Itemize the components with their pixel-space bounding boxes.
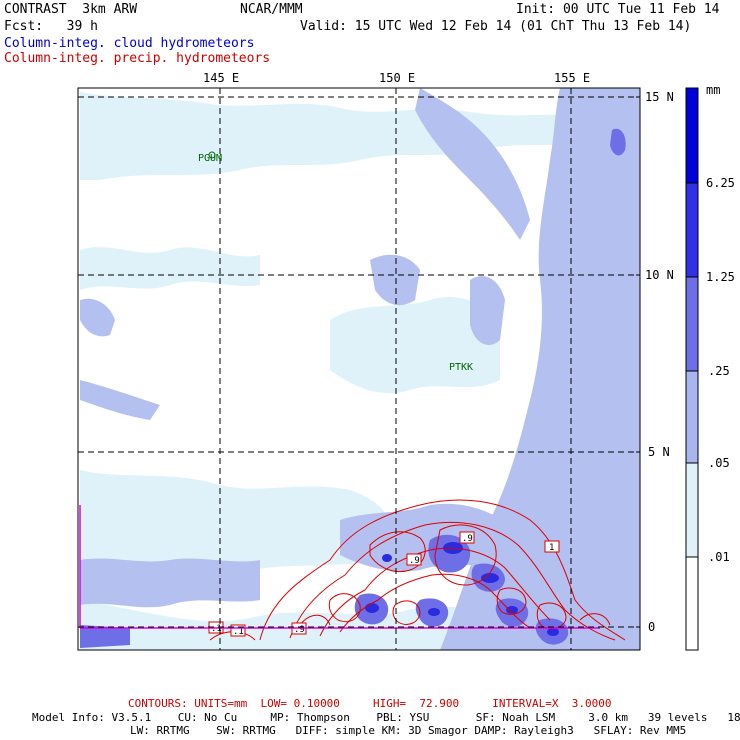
contour-label: .9 xyxy=(462,534,473,544)
lon-label: 145 E xyxy=(203,71,239,85)
legend-units: mm xyxy=(706,83,720,97)
model-title: CONTRAST 3km ARW xyxy=(4,2,138,17)
lat-lon-grid xyxy=(78,88,640,650)
lat-label: 10 N xyxy=(645,268,674,282)
legend-swatch xyxy=(686,183,698,277)
field-cloud-label: Column-integ. cloud hydrometeors xyxy=(4,36,255,51)
legend-colorbar xyxy=(685,87,699,651)
lon-labels: 145 E 150 E 155 E xyxy=(203,71,590,85)
lon-label: 150 E xyxy=(379,71,415,85)
station-label-ptkk: PTKK xyxy=(449,362,473,373)
axis-ticks xyxy=(219,88,640,628)
forecast-hour: Fcst: 39 h xyxy=(4,19,98,34)
contours-prefix: CONTOURS: xyxy=(128,697,188,710)
domain-boundary xyxy=(79,505,600,629)
contour-label: .1 xyxy=(211,624,222,634)
contours-info: CONTOURS: UNITS=mm LOW= 0.10000 HIGH= 72… xyxy=(128,698,611,710)
legend-swatch xyxy=(686,88,698,183)
station-marker xyxy=(208,151,216,159)
model-info-line2: LW: RRTMG SW: RRTMG DIFF: simple KM: 3D … xyxy=(130,724,687,737)
legend-level: .01 xyxy=(708,550,730,564)
field-precip-label: Column-integ. precip. hydrometeors xyxy=(4,51,271,66)
legend-swatch xyxy=(686,371,698,463)
lat-label: 5 N xyxy=(648,445,670,459)
legend-level: 6.25 xyxy=(706,176,735,190)
legend-level: .25 xyxy=(708,364,730,378)
contour-label: .1 xyxy=(233,627,244,637)
cloud-shade-mid xyxy=(80,88,640,650)
organization: NCAR/MMM xyxy=(240,2,303,17)
lat-labels: 15 N 10 N 5 N 0 xyxy=(645,90,674,634)
contour-label: .9 xyxy=(294,625,305,635)
model-info-line1: Model Info: V3.5.1 CU: No Cu MP: Thompso… xyxy=(32,711,740,724)
lat-label: 15 N xyxy=(645,90,674,104)
legend-level: .05 xyxy=(708,456,730,470)
valid-time: Valid: 15 UTC Wed 12 Feb 14 (01 ChT Thu … xyxy=(300,19,692,34)
legend-level: 1.25 xyxy=(706,270,735,284)
contours-detail: UNITS=mm LOW= 0.10000 HIGH= 72.900 INTER… xyxy=(194,697,612,710)
map-frame xyxy=(77,87,641,651)
init-time: Init: 00 UTC Tue 11 Feb 14 xyxy=(516,2,720,17)
contour-label: 1 xyxy=(549,543,554,553)
lat-label: 0 xyxy=(648,620,655,634)
legend-swatch xyxy=(686,463,698,557)
station-label-pgum: PGUM xyxy=(198,153,222,164)
legend-swatch xyxy=(686,277,698,371)
legend-swatch xyxy=(686,557,698,650)
legend-frame xyxy=(685,87,699,651)
legend-labels: mm 6.25 1.25 .25 .05 .01 xyxy=(706,83,735,564)
contour-label: .9 xyxy=(409,556,420,566)
lon-label: 155 E xyxy=(554,71,590,85)
